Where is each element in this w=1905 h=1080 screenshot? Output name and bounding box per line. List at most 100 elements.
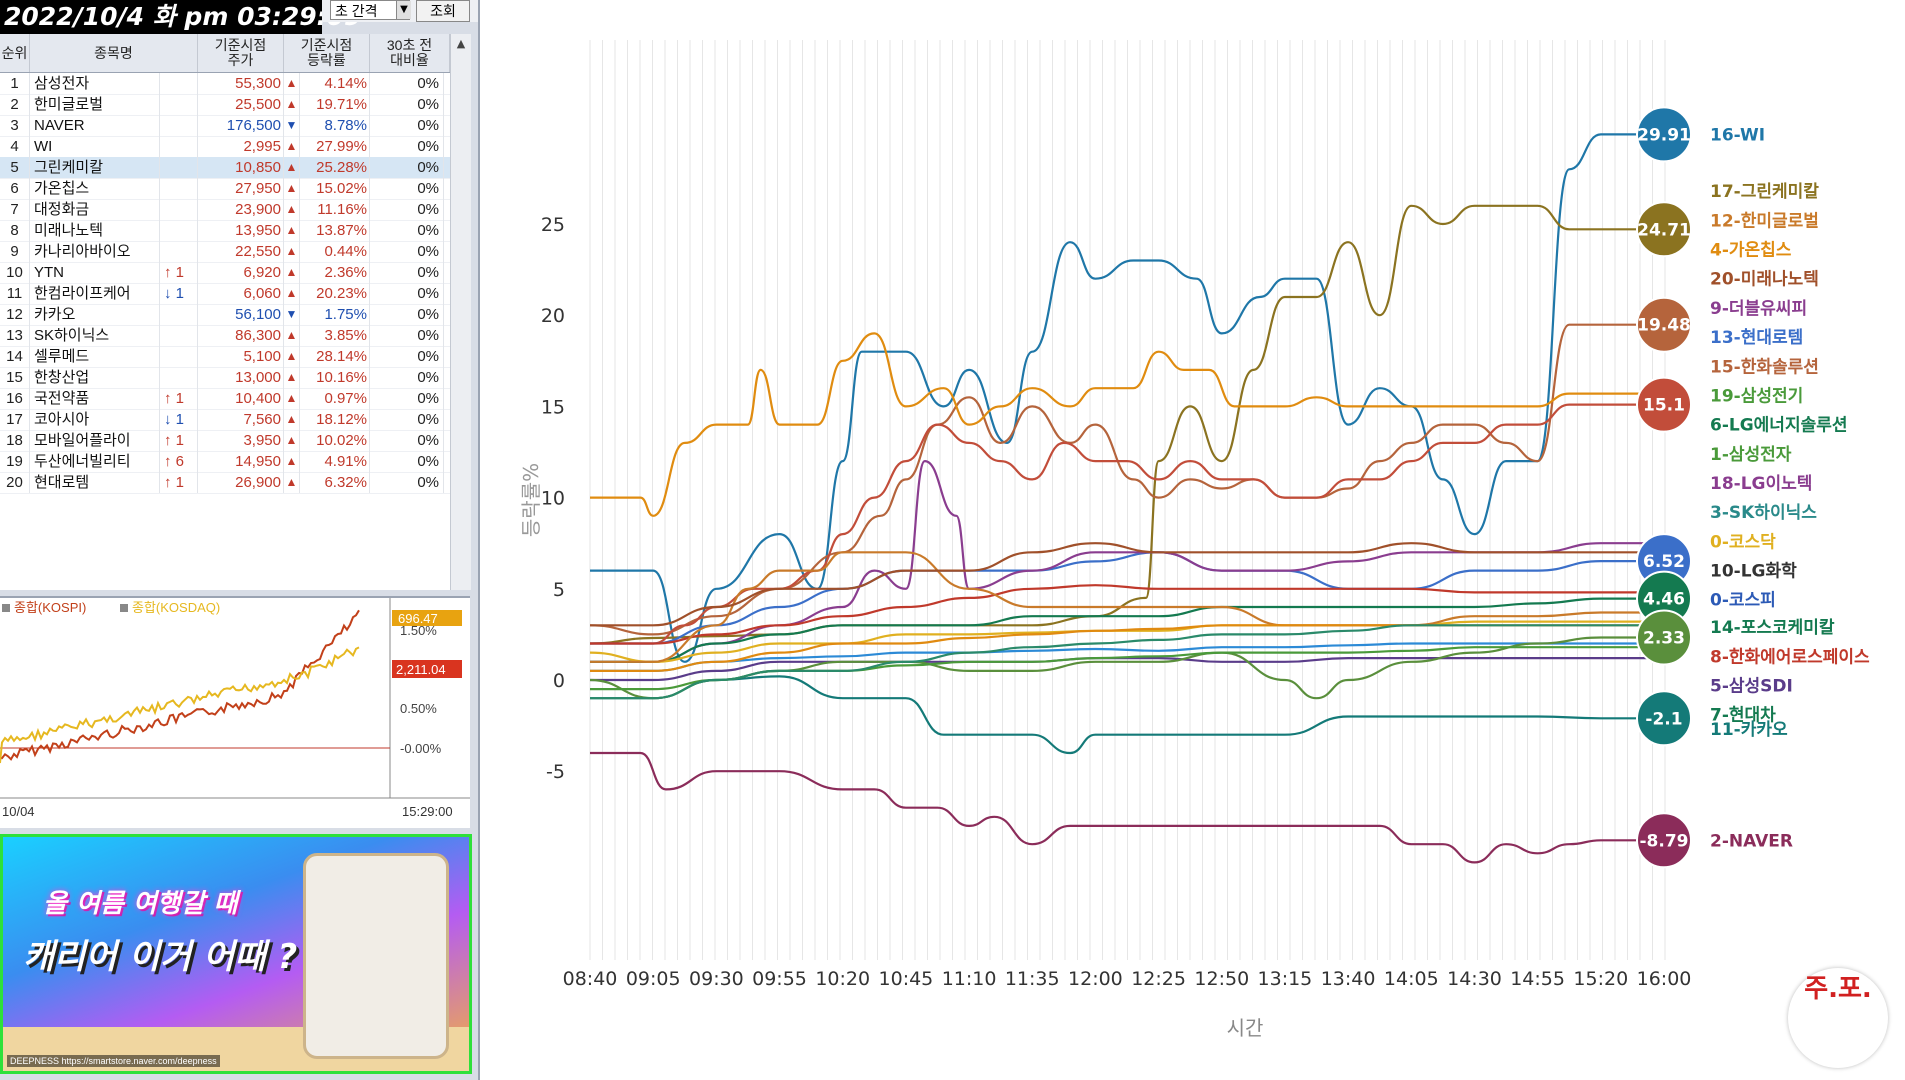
legend-label: 6-LG에너지솔루션	[1710, 416, 1848, 436]
ratio-30s-cell: 0%	[370, 115, 444, 136]
price-cell: 25,500	[198, 94, 284, 115]
x-tick-label: 13:15	[1258, 968, 1313, 990]
table-scrollbar[interactable]: ▲	[450, 34, 471, 590]
column-header-30s[interactable]: 30초 전 대비율	[370, 34, 450, 72]
table-row[interactable]: 5 그린케미칼 10,850 ▲ 25.28% 0%	[0, 157, 450, 179]
table-row[interactable]: 2 한미글로벌 25,500 ▲ 19.71% 0%	[0, 94, 450, 116]
table-row[interactable]: 8 미래나노텍 13,950 ▲ 13.87% 0%	[0, 220, 450, 242]
up-arrow-icon: ▲	[284, 220, 300, 241]
table-row[interactable]: 1 삼성전자 55,300 ▲ 4.14% 0%	[0, 73, 450, 95]
interval-select[interactable]: 초 간격	[330, 0, 410, 20]
chevron-down-icon[interactable]: ▼	[396, 1, 411, 19]
value-bubble	[1636, 609, 1692, 666]
table-row[interactable]: 20 현대로템 ↑ 1 26,900 ▲ 6.32% 0%	[0, 472, 450, 494]
ratio-30s-cell: 0%	[370, 451, 444, 472]
rank-cell: 3	[0, 115, 30, 136]
up-arrow-icon: ▲	[284, 472, 300, 493]
stock-name-cell: 코아시아	[30, 409, 160, 430]
price-cell: 22,550	[198, 241, 284, 262]
x-tick-label: 09:55	[752, 968, 807, 990]
value-bubble	[1636, 376, 1692, 433]
ratio-30s-cell: 0%	[370, 220, 444, 241]
table-row[interactable]: 4 WI 2,995 ▲ 27.99% 0%	[0, 136, 450, 158]
rank-change-cell	[160, 220, 198, 241]
table-row[interactable]: 13 SK하이닉스 86,300 ▲ 3.85% 0%	[0, 325, 450, 347]
rank-cell: 8	[0, 220, 30, 241]
table-row[interactable]: 18 모바일어플라이 ↑ 1 3,950 ▲ 10.02% 0%	[0, 430, 450, 452]
kosdaq-value: 696.47	[398, 611, 438, 626]
x-tick-label: 11:35	[1005, 968, 1060, 990]
up-arrow-icon: ▲	[284, 367, 300, 388]
rate-cell: 15.02%	[300, 178, 370, 199]
table-row[interactable]: 15 한창산업 13,000 ▲ 10.16% 0%	[0, 367, 450, 389]
series-line	[590, 624, 1664, 700]
ratio-30s-cell: 0%	[370, 73, 444, 94]
rate-cell: 13.87%	[300, 220, 370, 241]
ratio-30s-cell: 0%	[370, 157, 444, 178]
rate-cell: 4.91%	[300, 451, 370, 472]
ratio-30s-cell: 0%	[370, 262, 444, 283]
table-row[interactable]: 16 국전약품 ↑ 1 10,400 ▲ 0.97% 0%	[0, 388, 450, 410]
table-row[interactable]: 6 가온칩스 27,950 ▲ 15.02% 0%	[0, 178, 450, 200]
value-bubble-label: 15.1	[1643, 396, 1685, 416]
rank-change-cell: ↑ 1	[160, 472, 198, 493]
legend-swatch-kosdaq	[120, 604, 128, 612]
index-panel: 종합(KOSPI) 종합(KOSDAQ) 1.50% 0.50% -0.00% 696.4…	[0, 596, 470, 828]
rank-cell: 1	[0, 73, 30, 94]
rank-change-cell	[160, 178, 198, 199]
stock-name-cell: 미래나노텍	[30, 220, 160, 241]
price-cell: 6,920	[198, 262, 284, 283]
rank-cell: 16	[0, 388, 30, 409]
kosdaq-value-box	[392, 610, 462, 626]
stock-name-cell: YTN	[30, 262, 160, 283]
value-bubble	[1636, 106, 1692, 163]
y-axis-label: 등락률%	[519, 463, 543, 537]
rate-cell: 27.99%	[300, 136, 370, 157]
rank-change-cell	[160, 241, 198, 262]
rank-cell: 6	[0, 178, 30, 199]
legend-label: 20-미래나노텍	[1710, 270, 1819, 290]
legend-label: 12-한미글로벌	[1710, 211, 1819, 231]
column-header-rate[interactable]: 기준시점 등락률	[284, 34, 370, 72]
stock-name-cell: 대정화금	[30, 199, 160, 220]
value-bubble	[1636, 296, 1692, 353]
query-button[interactable]: 조회	[416, 0, 470, 22]
stock-name-cell: 국전약품	[30, 388, 160, 409]
table-row[interactable]: 19 두산에너빌리티 ↑ 6 14,950 ▲ 4.91% 0%	[0, 451, 450, 473]
value-bubble-label: 6.52	[1643, 552, 1685, 572]
scroll-up-icon[interactable]: ▲	[456, 37, 466, 50]
legend-swatch-kospi	[2, 604, 10, 612]
up-arrow-icon: ▲	[284, 283, 300, 304]
ratio-30s-cell: 0%	[370, 199, 444, 220]
rank-change-cell	[160, 199, 198, 220]
legend-label: 15-한화솔루션	[1710, 357, 1819, 377]
index-chart: 종합(KOSPI) 종합(KOSDAQ) 1.50% 0.50% -0.00% 696.4…	[0, 598, 470, 828]
column-header-price[interactable]: 기준시점 주가	[198, 34, 284, 72]
left-panel: 2022/10/4 화 pm 03:29:09 초 간격 ▼ 조회 순위 종목명…	[0, 0, 480, 1080]
price-cell: 7,560	[198, 409, 284, 430]
rank-cell: 19	[0, 451, 30, 472]
rate-cell: 20.23%	[300, 283, 370, 304]
table-row[interactable]: 17 코아시아 ↓ 1 7,560 ▲ 18.12% 0%	[0, 409, 450, 431]
ad-banner[interactable]: 올 여름 여행갈 때 캐리어 이거 어때 ? DEEPNESS https://…	[0, 834, 472, 1074]
index-y-tick: 0.50%	[400, 701, 437, 716]
table-row[interactable]: 3 NAVER 176,500 ▼ 8.78% 0%	[0, 115, 450, 137]
table-row[interactable]: 10 YTN ↑ 1 6,920 ▲ 2.36% 0%	[0, 262, 450, 284]
table-row[interactable]: 7 대정화금 23,900 ▲ 11.16% 0%	[0, 199, 450, 221]
table-row[interactable]: 12 카카오 56,100 ▼ 1.75% 0%	[0, 304, 450, 326]
price-cell: 2,995	[198, 136, 284, 157]
table-row[interactable]: 9 카나리아바이오 22,550 ▲ 0.44% 0%	[0, 241, 450, 263]
price-cell: 10,850	[198, 157, 284, 178]
column-header-name[interactable]: 종목명	[30, 34, 198, 72]
table-row[interactable]: 14 셀루메드 5,100 ▲ 28.14% 0%	[0, 346, 450, 368]
ad-subheadline: 캐리어 이거 어때 ?	[23, 937, 298, 977]
stock-name-cell: 한컴라이프케어	[30, 283, 160, 304]
series-line	[589, 542, 1664, 627]
table-row[interactable]: 11 한컴라이프케어 ↓ 1 6,060 ▲ 20.23% 0%	[0, 283, 450, 305]
down-arrow-icon: ▼	[284, 115, 300, 136]
stock-name-cell: 삼성전자	[30, 73, 160, 94]
price-cell: 56,100	[198, 304, 284, 325]
legend-kosdaq: 종합(KOSDAQ)	[132, 600, 220, 615]
rate-cell: 4.14%	[300, 73, 370, 94]
column-header-rank[interactable]: 순위	[0, 34, 30, 72]
